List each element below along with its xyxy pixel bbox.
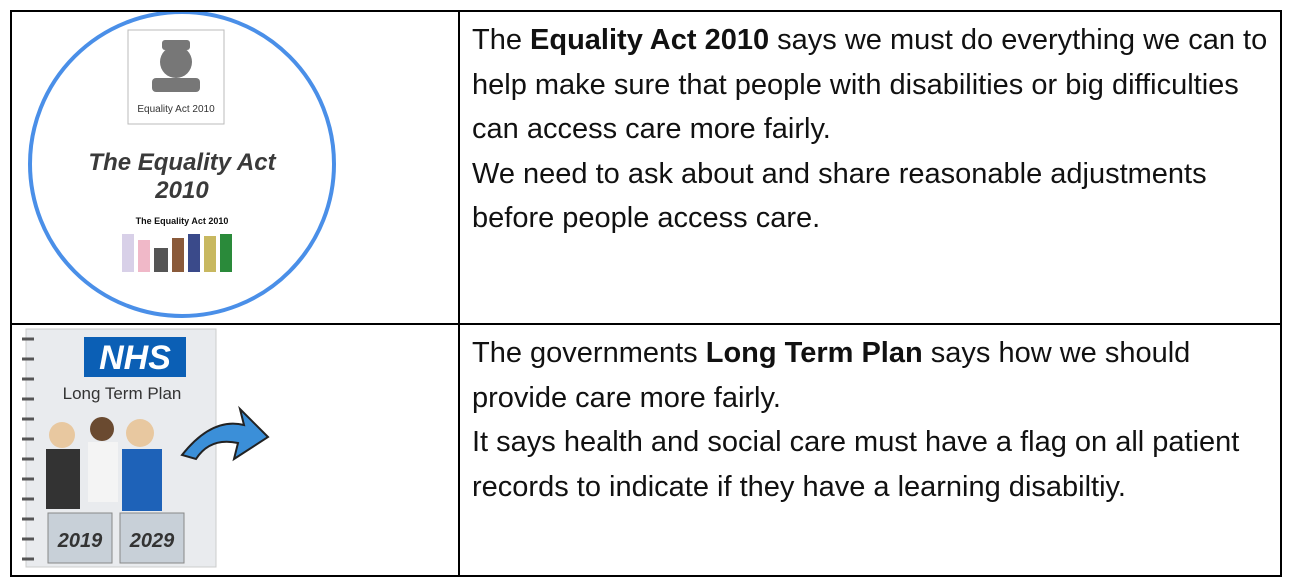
image-cell: NHS Long Term Plan 2019 2029 [11,324,459,576]
year-end: 2029 [129,530,175,552]
row: Equality Act 2010 The Equality Act 2010 … [11,11,1281,324]
text: The governments [472,337,706,369]
bold-text: Equality Act 2010 [530,24,769,56]
table: Equality Act 2010 The Equality Act 2010 … [10,10,1282,577]
text-cell: The Equality Act 2010 says we must do ev… [459,11,1281,324]
text-cell: The governments Long Term Plan says how … [459,324,1281,576]
image-subcaption: The Equality Act 2010 [136,216,229,226]
paragraph: We need to ask about and share reasonabl… [472,152,1272,241]
document: Equality Act 2010 The Equality Act 2010 … [10,10,1282,565]
page: Equality Act 2010 The Equality Act 2010 … [0,0,1291,568]
crest-caption: Equality Act 2010 [137,104,215,115]
nhs-text: NHS [99,339,171,377]
bold-text: Long Term Plan [706,337,923,369]
image-title-line2: 2010 [154,177,209,204]
paragraph: It says health and social care must have… [472,420,1272,509]
paragraph: The Equality Act 2010 says we must do ev… [472,18,1272,152]
text: We need to ask about and share reasonabl… [472,158,1207,235]
equality-act-image: Equality Act 2010 The Equality Act 2010 … [12,12,458,318]
paragraph: The governments Long Term Plan says how … [472,331,1272,420]
text: The [472,24,530,56]
people [46,417,162,511]
image-cell: Equality Act 2010 The Equality Act 2010 … [11,11,459,324]
row: NHS Long Term Plan 2019 2029 The governm… [11,324,1281,576]
year-start: 2019 [57,530,103,552]
image-title-line1: The Equality Act [88,149,276,176]
text: It says health and social care must have… [472,426,1239,503]
plan-title: Long Term Plan [63,384,182,403]
long-term-plan-image: NHS Long Term Plan 2019 2029 [12,325,458,570]
